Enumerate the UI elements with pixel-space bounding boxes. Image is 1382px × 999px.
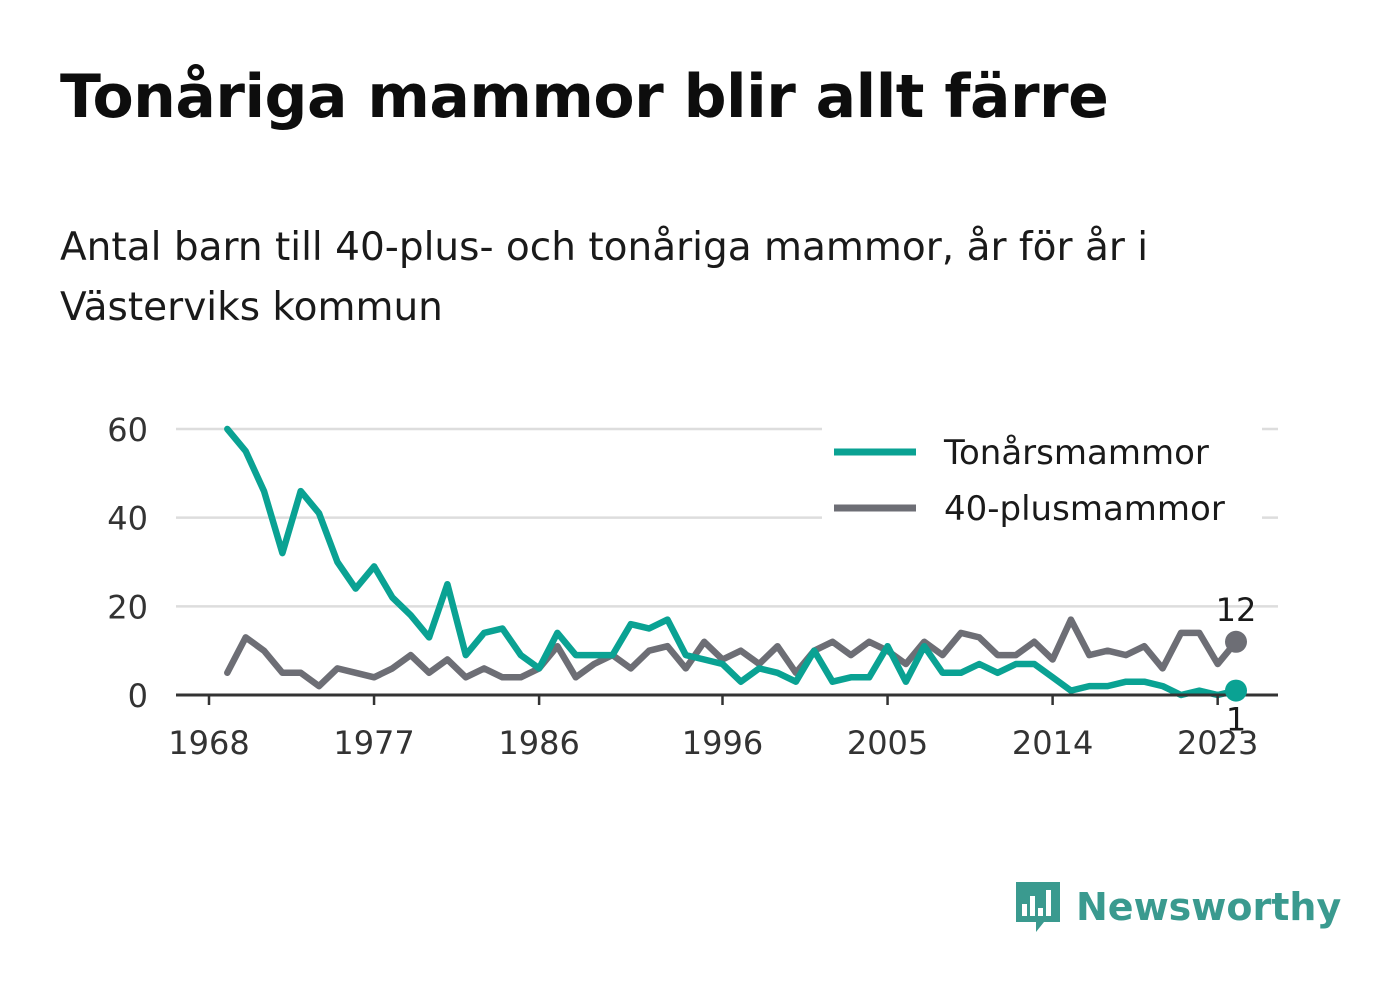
x-tick-label: 2014 — [1012, 724, 1093, 762]
legend-label-tonarsmammor: Tonårsmammor — [943, 433, 1209, 473]
y-tick-label: 60 — [107, 411, 148, 449]
x-tick-label: 1986 — [498, 724, 579, 762]
y-tick-label: 40 — [107, 500, 148, 538]
series-line-40-plusmammor — [224, 616, 1240, 690]
legend: Tonårsmammor 40-plusmammor — [822, 422, 1262, 544]
x-axis: 1968 1977 1986 1996 2005 2014 2023 — [168, 693, 1278, 762]
end-value-label: 12 — [1216, 591, 1257, 629]
x-tick-label: 1996 — [682, 724, 763, 762]
series-line-tonarsmammor — [224, 425, 1240, 699]
chart-subtitle: Antal barn till 40-plus- och tonåriga ma… — [60, 225, 1149, 330]
x-tick-label: 2005 — [847, 724, 928, 762]
series-lines — [224, 425, 1240, 699]
page-title: Tonåriga mammor blir allt färre — [60, 62, 1109, 132]
y-tick-label: 0 — [128, 677, 148, 715]
x-tick-label: 2023 — [1177, 724, 1258, 762]
end-point-marker — [1225, 679, 1247, 702]
end-point-marker — [1225, 630, 1247, 653]
newsworthy-logo-icon — [1016, 882, 1060, 932]
legend-background — [822, 422, 1262, 544]
y-tick-label: 20 — [107, 588, 148, 626]
brand-logo: Newsworthy — [1012, 878, 1341, 936]
x-tick-label: 1977 — [333, 724, 414, 762]
end-markers: 1 12 — [1216, 591, 1257, 739]
brand-name: Newsworthy — [1076, 885, 1342, 929]
end-value-label: 1 — [1226, 701, 1246, 739]
x-tick-label: 1968 — [168, 724, 249, 762]
legend-label-40-plusmammor: 40-plusmammor — [944, 489, 1225, 529]
